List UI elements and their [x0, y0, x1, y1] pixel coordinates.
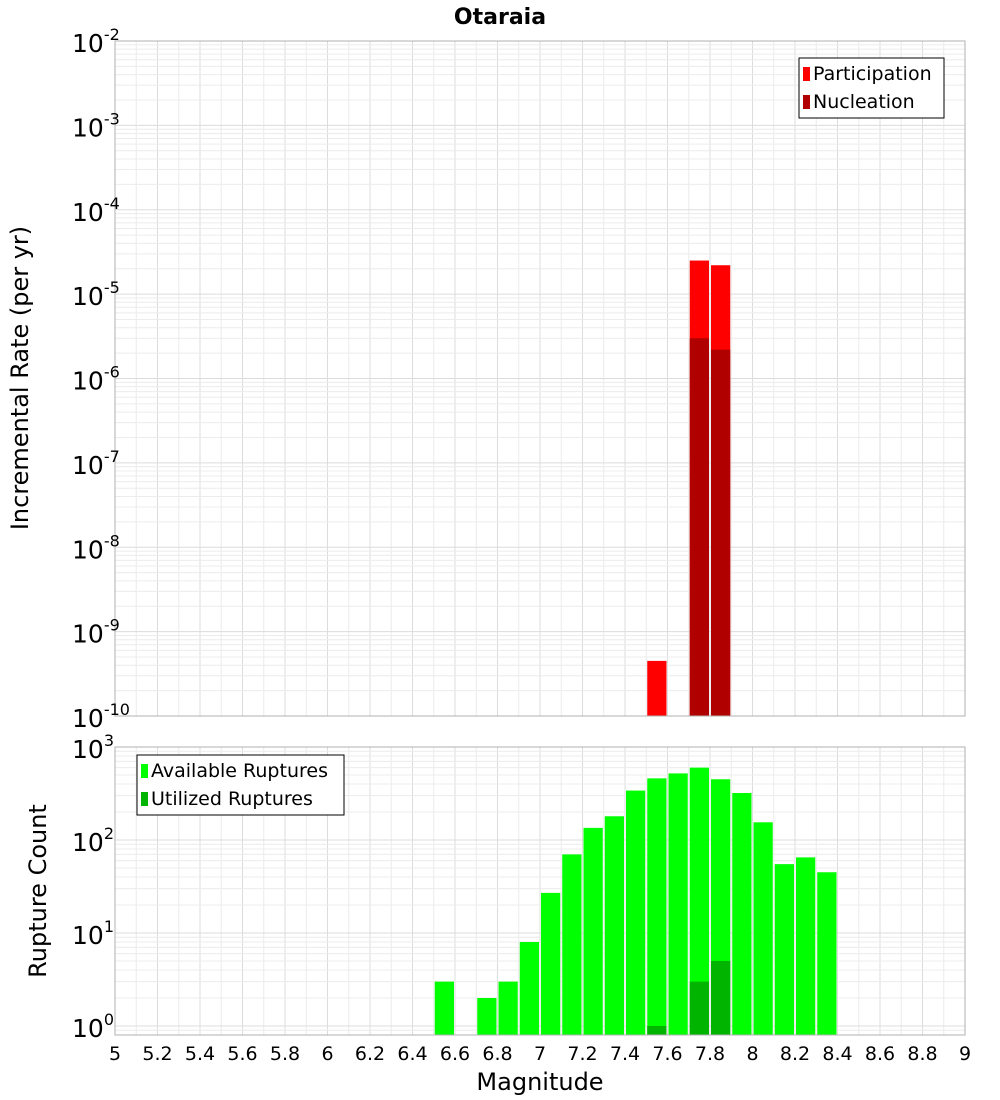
- x-tick-label: 5: [109, 1043, 121, 1065]
- legend-swatch: [803, 95, 810, 109]
- x-tick-label: 7.2: [567, 1043, 597, 1065]
- bar-available-ruptures: [519, 942, 539, 1035]
- panel-incremental-rate: 10-2 10-3 10-4 10-5 10-6 10-7 10-8 10-9 10-10 Par…: [72, 25, 966, 733]
- x-tick-label: 5.6: [227, 1043, 257, 1065]
- x-tick-label: 8.2: [780, 1043, 810, 1065]
- y-tick-label: 100: [72, 1010, 114, 1043]
- chart-title: Otaraia: [454, 5, 546, 30]
- legend-top: Participation Nucleation: [798, 57, 945, 119]
- x-axis-label: Magnitude: [476, 1068, 603, 1096]
- y-tick-label: 10-4: [72, 194, 120, 227]
- bar-available-ruptures: [583, 827, 603, 1035]
- bar-available-ruptures: [434, 981, 454, 1035]
- x-tick-label: 7: [534, 1043, 546, 1065]
- legend-swatch: [141, 764, 148, 778]
- legend-label: Participation: [813, 63, 932, 85]
- legend-label: Available Ruptures: [151, 760, 328, 782]
- legend-label: Utilized Ruptures: [151, 788, 313, 810]
- x-tick-label: 5.2: [142, 1043, 172, 1065]
- bar-available-ruptures: [626, 790, 646, 1035]
- bar-available-ruptures: [498, 981, 518, 1035]
- bar-available-ruptures: [541, 892, 561, 1035]
- plot-frame: [114, 746, 966, 1036]
- y-tick-label: 10-9: [72, 616, 120, 649]
- plot-frame: [114, 40, 966, 717]
- y-tick-label: 103: [72, 731, 114, 764]
- y-tick-label: 10-3: [72, 109, 120, 142]
- x-tick-label: 6.4: [397, 1043, 427, 1065]
- x-tick-label: 6.2: [355, 1043, 385, 1065]
- y-tick-label: 10-5: [72, 278, 120, 311]
- y-tick-label: 10-2: [72, 25, 120, 58]
- bar-available-ruptures: [774, 864, 794, 1035]
- top-panel-y-axis-label: Incremental Rate (per yr): [6, 226, 34, 530]
- y-tick-label: 10-10: [72, 700, 130, 733]
- bar-available-ruptures: [753, 822, 773, 1035]
- legend-swatch: [803, 67, 810, 81]
- y-tick-label: 102: [72, 824, 114, 857]
- bar-nucleation: [711, 349, 731, 716]
- x-tick-label: 6.8: [482, 1043, 512, 1065]
- legend-label: Nucleation: [813, 91, 915, 113]
- bar-available-ruptures: [796, 857, 816, 1035]
- bar-available-ruptures: [477, 997, 497, 1035]
- x-tick-label: 7.8: [695, 1043, 725, 1065]
- bar-available-ruptures: [562, 854, 582, 1035]
- bar-available-ruptures: [668, 773, 688, 1035]
- x-tick-label: 8.4: [822, 1043, 852, 1065]
- bar-participation: [647, 660, 667, 716]
- x-tick-label: 8: [746, 1043, 758, 1065]
- x-tick-label: 9: [959, 1043, 971, 1065]
- y-tick-label: 101: [72, 917, 114, 950]
- x-tick-label: 8.8: [907, 1043, 937, 1065]
- bar-available-ruptures: [604, 816, 624, 1035]
- bar-utilized-ruptures: [711, 960, 731, 1035]
- panel-rupture-count: 103 102 101 100 Available Ruptures Utilized R…: [72, 731, 966, 1043]
- bar-utilized-ruptures: [689, 981, 709, 1035]
- x-tick-label: 8.6: [865, 1043, 895, 1065]
- legend-box: [798, 57, 945, 119]
- y-tick-label: 10-6: [72, 363, 120, 396]
- x-tick-label: 5.8: [270, 1043, 300, 1065]
- bar-available-ruptures: [689, 767, 709, 1035]
- bottom-panel-y-axis-label: Rupture Count: [24, 804, 52, 978]
- bar-available-ruptures: [817, 872, 837, 1035]
- legend-bottom: Available Ruptures Utilized Ruptures: [136, 754, 345, 816]
- x-tick-label: 5.4: [185, 1043, 215, 1065]
- bar-utilized-ruptures: [647, 1025, 667, 1035]
- x-tick-label: 6.6: [440, 1043, 470, 1065]
- bar-nucleation: [689, 338, 709, 716]
- legend-box: [136, 754, 345, 816]
- bar-available-ruptures: [732, 793, 752, 1035]
- x-tick-label: 6: [321, 1043, 333, 1065]
- plot-layer: 10-2 10-3 10-4 10-5 10-6 10-7 10-8 10-9 10-10 Par…: [72, 25, 971, 1065]
- y-tick-label: 10-7: [72, 447, 120, 480]
- x-tick-label: 7.6: [652, 1043, 682, 1065]
- y-tick-label: 10-8: [72, 531, 120, 564]
- bar-available-ruptures: [647, 778, 667, 1035]
- legend-swatch: [141, 792, 148, 806]
- x-tick-label: 7.4: [610, 1043, 640, 1065]
